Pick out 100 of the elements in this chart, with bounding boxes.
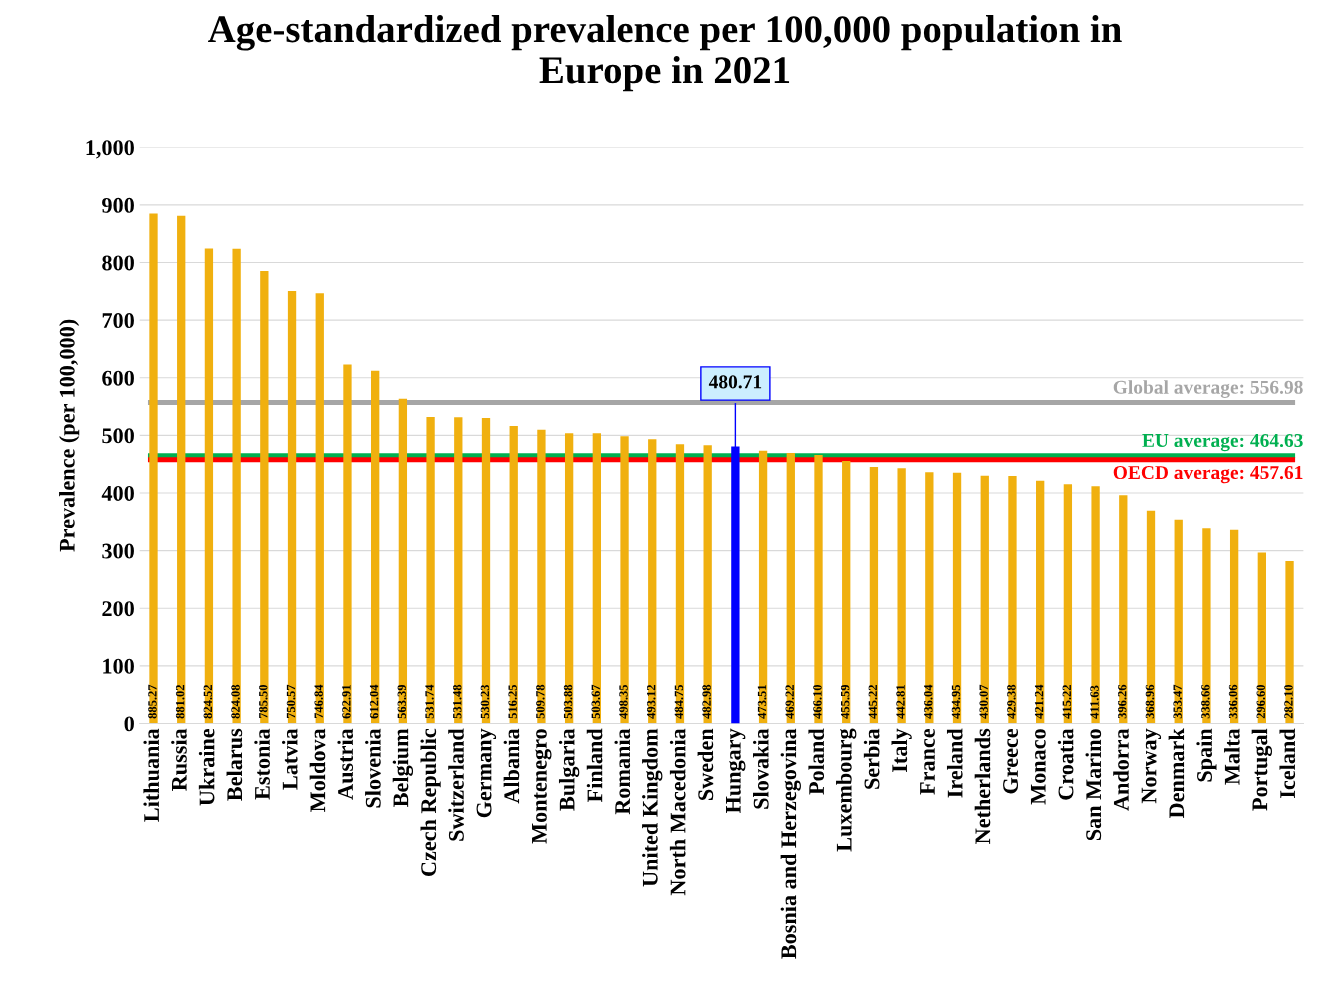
data-label: 482.98 <box>702 684 711 719</box>
bar <box>454 417 463 724</box>
bar <box>564 433 574 724</box>
data-label: 881.02 <box>175 685 185 719</box>
x-tick-label: Bulgaria <box>558 728 580 811</box>
annotation: 480.71 <box>708 375 762 389</box>
x-tick-label: Denmark <box>1168 728 1185 819</box>
bar <box>1146 510 1156 724</box>
data-label: 415.22 <box>1062 685 1072 719</box>
x-tick-label: Poland <box>808 728 825 795</box>
bar <box>703 445 712 724</box>
x-tick-label: Finland <box>586 728 603 803</box>
bar <box>1119 495 1128 724</box>
x-tick-label: Norway <box>1141 728 1162 804</box>
x-tick-label: Belgium <box>392 728 414 807</box>
x-tick-label: Belarus <box>226 728 243 801</box>
x-tick-label: Italy <box>891 728 912 772</box>
data-label: 531.48 <box>452 684 462 719</box>
bar <box>204 248 214 724</box>
x-tick-label: Lithuania <box>143 728 160 822</box>
y-tick-label: 1,000 <box>86 140 134 159</box>
data-label: 503.67 <box>591 684 601 719</box>
data-label: 429.38 <box>1007 684 1016 719</box>
bar <box>952 472 962 724</box>
bar <box>1036 480 1045 724</box>
ref-line-label: OECD average: 457.61 <box>1113 466 1303 484</box>
y-axis-title: Prevalence (per 100,000) <box>59 319 80 552</box>
bar <box>925 472 934 724</box>
x-tick-label: Austria <box>337 728 354 800</box>
bar <box>675 444 685 724</box>
data-label: 509.78 <box>536 684 545 719</box>
y-tick-label: 200 <box>102 601 134 617</box>
chart-title: Age-standardized prevalence per 100,000 population in Europe in 2021 <box>208 15 1122 92</box>
y-tick-label: 700 <box>102 313 134 329</box>
x-tick-label: Netherlands <box>974 728 991 844</box>
bar <box>315 293 324 724</box>
x-tick-label: Iceland <box>1279 728 1296 798</box>
bar <box>481 417 491 724</box>
data-label: 493.12 <box>646 685 656 719</box>
data-label: 296.60 <box>1256 684 1266 719</box>
x-tick-label: Moldova <box>309 728 326 812</box>
data-label: 455.59 <box>840 684 850 719</box>
y-tick-label: 0 <box>124 716 134 732</box>
data-label: 442.81 <box>896 685 905 719</box>
bar <box>398 398 408 724</box>
bar <box>287 291 297 724</box>
x-tick-label: Russia <box>171 728 187 791</box>
bar <box>620 436 629 724</box>
data-label: 750.57 <box>286 684 296 719</box>
x-tick-label: San Marino <box>1085 729 1102 841</box>
y-tick-label: 500 <box>102 428 134 444</box>
x-tick-label: Czech Republic <box>420 728 441 876</box>
bar <box>232 248 241 724</box>
x-tick-label: Slovenia <box>365 728 381 808</box>
x-tick-label: Slovakia <box>753 728 769 809</box>
data-label: 436.04 <box>924 684 933 719</box>
x-tick-label: Albania <box>503 728 520 804</box>
ref-line-label: EU average: 464.63 <box>1142 433 1303 452</box>
data-label: 563.39 <box>397 684 407 719</box>
data-label: 746.84 <box>314 684 323 719</box>
bar <box>1174 519 1183 724</box>
bar <box>426 417 435 724</box>
data-label: 824.08 <box>231 684 240 719</box>
data-label: 430.07 <box>979 684 988 719</box>
x-tick-label: Sweden <box>697 728 714 800</box>
bar <box>1008 476 1017 724</box>
data-label: 445.22 <box>868 685 878 719</box>
x-tick-label: Ireland <box>946 728 963 798</box>
x-tick-label: Luxembourg <box>836 728 857 852</box>
bar <box>758 450 768 724</box>
bar <box>869 466 879 724</box>
bar <box>786 453 795 724</box>
bar <box>177 215 186 724</box>
data-label: 466.10 <box>813 684 822 719</box>
ref-line-label: Global average: 556.98 <box>1113 380 1303 398</box>
x-tick-label: Croatia <box>1057 728 1074 800</box>
x-tick-label: Bosnia and Herzegovina <box>780 728 801 959</box>
y-tick-label: 300 <box>102 543 134 559</box>
y-tick-label: 900 <box>102 197 134 213</box>
y-tick-label: 100 <box>103 658 134 674</box>
x-tick-label: Romania <box>614 728 631 815</box>
data-label: 885.27 <box>148 684 157 719</box>
x-tick-label: Spain <box>1196 728 1217 782</box>
data-label: 612.04 <box>369 684 379 719</box>
x-tick-label: Estonia <box>254 728 270 800</box>
bar <box>1229 529 1239 724</box>
x-tick-label: United Kingdom <box>642 728 663 887</box>
y-tick-label: 800 <box>102 255 134 271</box>
bar <box>343 364 352 724</box>
bar <box>592 433 601 724</box>
x-tick-label: Malta <box>1224 728 1240 785</box>
data-label: 338.66 <box>1201 684 1210 719</box>
bar <box>149 213 158 724</box>
bar <box>980 475 989 724</box>
x-tick-label: France <box>920 728 935 795</box>
x-tick-label: Serbia <box>863 728 880 789</box>
bar <box>842 460 851 724</box>
x-tick-label: Switzerland <box>448 728 464 841</box>
x-tick-label: North Macedonia <box>669 728 686 896</box>
data-label: 503.88 <box>563 684 573 719</box>
